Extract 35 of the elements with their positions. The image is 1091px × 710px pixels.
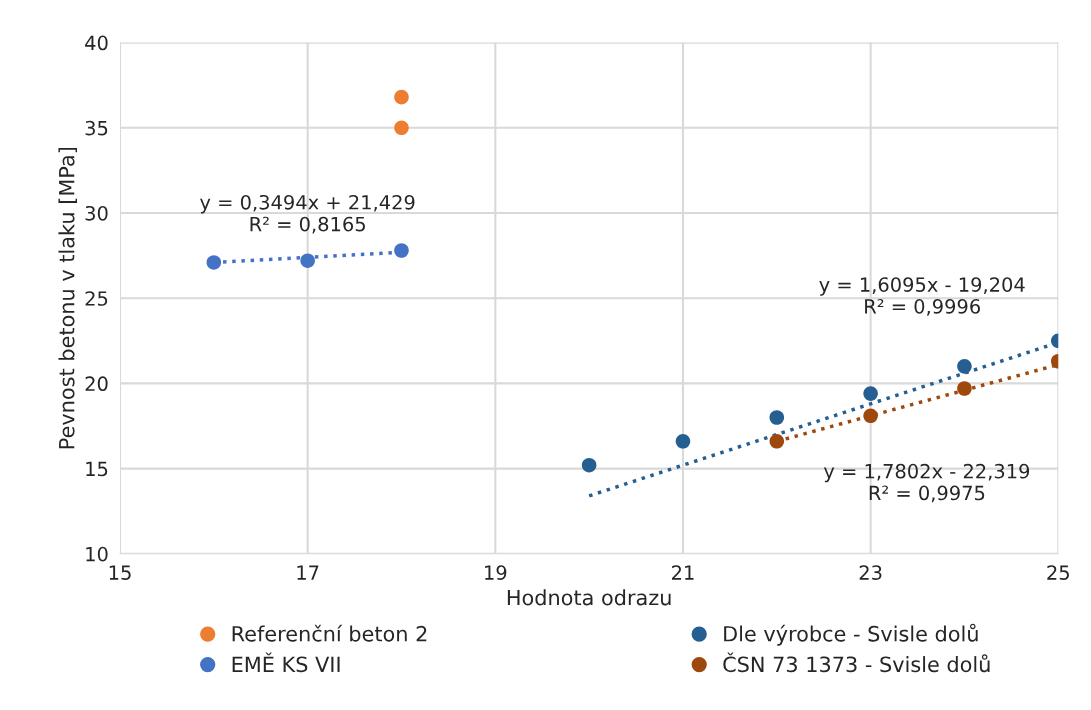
y-tick-label: 20: [85, 376, 108, 392]
legend-label: Referenční beton 2: [232, 624, 427, 642]
y-tick-label: 40: [85, 35, 108, 51]
point: [300, 253, 315, 268]
annotation: y = 0,3494x + 21,429 R² = 0,8165: [200, 194, 415, 234]
point: [206, 255, 222, 270]
y-tick-label: 15: [86, 461, 108, 477]
annotation: y = 1,6095x - 19,204 R² = 0,9996: [819, 277, 1025, 316]
point: [769, 410, 785, 425]
point: [394, 243, 409, 258]
y-tick-label: 10: [86, 546, 108, 562]
y-tick-label: 30: [85, 205, 108, 221]
legend-label: Dle výrobce - Svisle dolů: [724, 623, 978, 646]
point: [957, 359, 972, 374]
x-tick-label: 15: [109, 565, 131, 580]
point: [394, 120, 409, 136]
point: [675, 434, 691, 449]
x-tick-label: 17: [297, 565, 319, 580]
point: [957, 381, 972, 396]
point: [394, 89, 409, 105]
x-axis-title: Hodnota odrazu: [507, 589, 671, 606]
annotation: y = 1,7802x - 22,319 R² = 0,9975: [823, 463, 1030, 503]
y-axis-title: Pevnost betonu v tlaku [MPa]: [58, 147, 78, 449]
x-tick-label: 23: [859, 565, 882, 580]
x-tick-label: 19: [485, 565, 507, 580]
point: [769, 434, 785, 449]
x-tick-label: 21: [672, 565, 694, 580]
legend-label: ČSN 73 1373 - Svisle dolů: [723, 652, 990, 673]
point: [863, 386, 878, 401]
legend-label: EMĚ KS VII: [232, 652, 340, 673]
y-tick-label: 35: [85, 120, 108, 136]
y-tick-label: 25: [85, 291, 108, 306]
x-tick-label: 25: [1047, 565, 1069, 580]
point: [581, 457, 597, 473]
point: [863, 408, 878, 424]
